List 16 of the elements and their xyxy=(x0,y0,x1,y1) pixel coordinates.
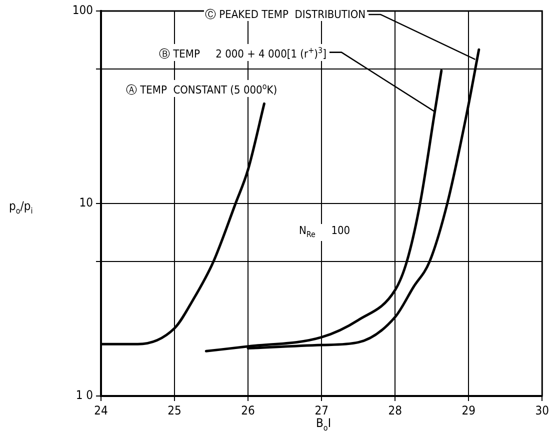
x-axis-title: B$_{o}$I xyxy=(315,416,332,434)
x-tick-label: 29 xyxy=(462,403,476,418)
x-tick-label: 25 xyxy=(168,403,182,418)
x-tick-label: 26 xyxy=(241,403,256,418)
text: N$_{Re}$ 100 xyxy=(299,224,350,240)
x-tick-label: 27 xyxy=(314,403,328,418)
y-tick-label: 10 xyxy=(79,196,94,210)
x-tick-label: 28 xyxy=(388,403,402,418)
y-tick-label: 100 xyxy=(72,3,94,18)
annotation: Ⓐ TEMP CONSTANT (5 000$^{o}$K) xyxy=(125,80,278,97)
annotation: Ⓑ TEMP 2 000 + 4 000[1 (r$^{+}$)$^{3}$] xyxy=(158,44,328,61)
x-tick-label: 24 xyxy=(94,403,108,418)
y-tick-label: 1 0 xyxy=(76,388,94,402)
y-axis-title: p$_{o}$/p$_{i}$ xyxy=(8,199,34,218)
x-tick-label: 30 xyxy=(535,403,550,418)
annotation: Ⓒ PEAKED TEMP DISTRIBUTION xyxy=(204,8,367,21)
